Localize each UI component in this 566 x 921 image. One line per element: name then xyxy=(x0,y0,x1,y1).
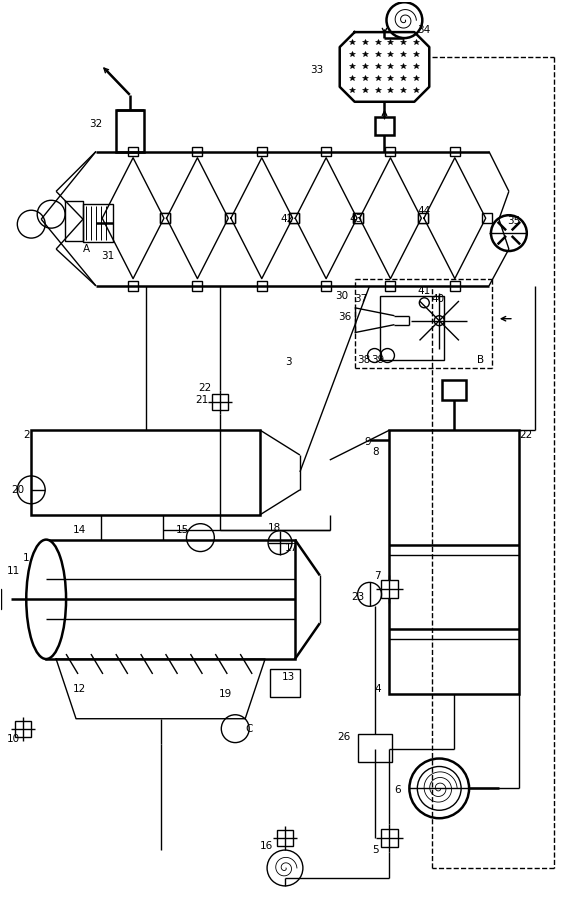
Text: 30: 30 xyxy=(335,291,348,301)
Text: 22: 22 xyxy=(519,430,532,440)
Bar xyxy=(270,669,300,697)
Text: 1: 1 xyxy=(23,553,30,563)
Text: 2: 2 xyxy=(23,430,30,440)
Bar xyxy=(385,146,396,157)
Bar xyxy=(321,146,331,157)
Text: 31: 31 xyxy=(101,251,114,261)
Bar xyxy=(418,214,428,223)
Bar xyxy=(0,589,1,610)
Circle shape xyxy=(434,316,444,326)
Text: 14: 14 xyxy=(73,525,86,535)
Bar xyxy=(116,110,144,152)
Text: 20: 20 xyxy=(11,484,24,495)
Text: 6: 6 xyxy=(395,786,401,796)
Bar xyxy=(389,430,519,694)
Bar xyxy=(257,146,267,157)
Text: 9: 9 xyxy=(365,437,371,447)
Text: 42: 42 xyxy=(280,215,293,224)
Text: 36: 36 xyxy=(338,311,351,321)
Bar xyxy=(83,204,113,242)
Text: 3: 3 xyxy=(285,357,291,367)
Bar xyxy=(277,830,293,846)
Bar xyxy=(321,281,331,291)
Bar xyxy=(192,146,203,157)
Bar xyxy=(160,214,170,223)
Text: 4: 4 xyxy=(375,684,381,694)
Bar xyxy=(212,394,228,410)
Bar xyxy=(380,829,398,847)
Text: 33: 33 xyxy=(310,64,323,75)
Bar xyxy=(385,281,396,291)
Text: 7: 7 xyxy=(375,571,381,581)
Bar xyxy=(482,214,492,223)
Bar xyxy=(128,146,138,157)
Bar xyxy=(192,281,203,291)
Text: 43: 43 xyxy=(350,215,363,224)
Text: B: B xyxy=(477,356,484,366)
Text: 12: 12 xyxy=(73,684,86,694)
Bar xyxy=(358,734,392,762)
Bar xyxy=(128,281,138,291)
Text: 10: 10 xyxy=(6,734,19,743)
Bar xyxy=(289,214,299,223)
Bar xyxy=(442,380,466,401)
Text: 23: 23 xyxy=(351,592,365,602)
Text: 13: 13 xyxy=(282,672,295,682)
Bar xyxy=(31,430,260,515)
Bar xyxy=(375,117,395,134)
Text: 11: 11 xyxy=(6,566,20,577)
Text: 39: 39 xyxy=(371,356,385,366)
Bar xyxy=(46,540,295,659)
Bar xyxy=(257,281,267,291)
Text: 26: 26 xyxy=(338,731,351,741)
Text: A: A xyxy=(83,244,90,254)
Text: C: C xyxy=(245,724,252,734)
Text: 41: 41 xyxy=(417,286,431,296)
Bar xyxy=(160,214,170,223)
Text: 38: 38 xyxy=(358,356,371,366)
Text: 37: 37 xyxy=(355,294,368,304)
Ellipse shape xyxy=(26,540,66,659)
Bar xyxy=(96,214,106,223)
Text: 34: 34 xyxy=(417,25,431,35)
Text: 22: 22 xyxy=(199,383,212,393)
Text: 8: 8 xyxy=(372,447,379,457)
Bar xyxy=(225,214,234,223)
Bar xyxy=(15,721,31,737)
Text: 15: 15 xyxy=(175,525,189,535)
Bar xyxy=(450,281,460,291)
Bar xyxy=(380,296,444,360)
Text: 21: 21 xyxy=(195,395,209,405)
Text: 5: 5 xyxy=(372,845,379,855)
Bar xyxy=(450,146,460,157)
Bar xyxy=(353,214,363,223)
Bar xyxy=(353,214,363,223)
Bar xyxy=(418,214,428,223)
Text: 44: 44 xyxy=(417,206,431,216)
Bar xyxy=(289,214,299,223)
Text: 35: 35 xyxy=(507,216,520,227)
Text: 17: 17 xyxy=(285,542,298,553)
Text: 18: 18 xyxy=(268,523,281,532)
Text: 32: 32 xyxy=(89,119,102,129)
Text: 19: 19 xyxy=(218,689,231,699)
Bar xyxy=(380,580,398,599)
Text: 16: 16 xyxy=(260,841,273,851)
Bar xyxy=(225,214,234,223)
Text: 40: 40 xyxy=(431,294,444,304)
